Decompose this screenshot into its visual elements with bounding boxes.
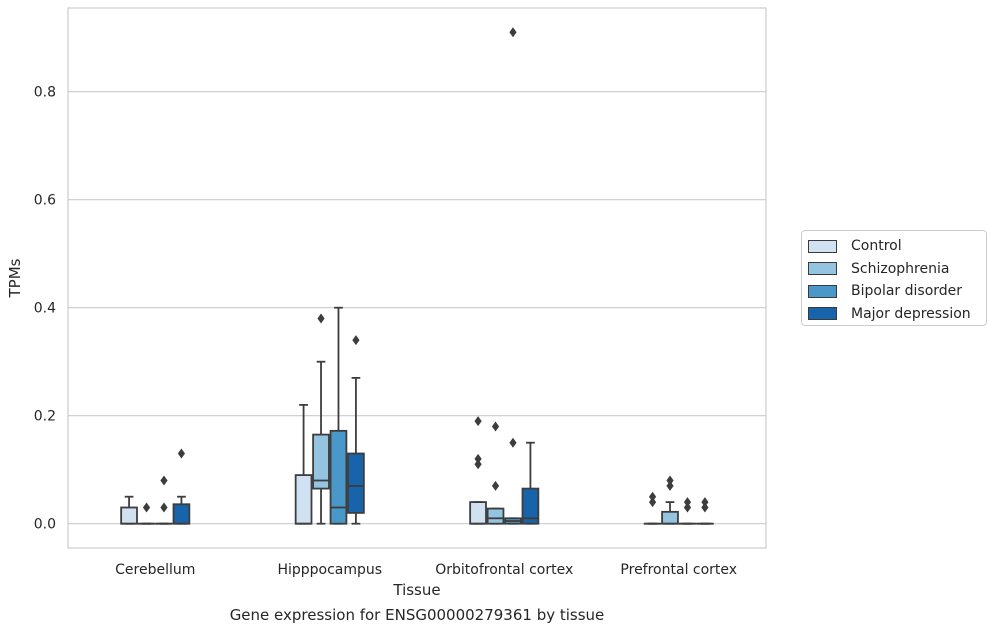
outlier-point [648, 491, 657, 502]
outlier-point [701, 497, 709, 508]
box-body [486, 507, 505, 525]
outlier-point [683, 502, 692, 513]
plot-frame [67, 7, 767, 549]
box-body [172, 503, 191, 525]
box-schizophrenia-cerebellum [137, 502, 156, 525]
y-tick-label: 0.6 [34, 193, 56, 209]
box-control-orbitofrontal-cortex [469, 416, 487, 525]
outlier-point [177, 448, 186, 459]
y-tick-labels: 0.0 0.2 0.4 0.6 0.8 [34, 85, 56, 533]
outlier-point [474, 416, 482, 427]
legend-label-bipolar-disorder: Bipolar disorder [851, 283, 963, 300]
y-tick-label: 0.2 [34, 409, 56, 425]
legend: Control Schizophrenia Bipolar disorder M… [801, 230, 987, 326]
legend-item-major-depression: Major depression [808, 303, 986, 326]
outlier-point [648, 497, 657, 508]
y-gridlines [68, 91, 766, 525]
box-major-depression-cerebellum [172, 448, 191, 525]
box-plot-marks [120, 27, 714, 525]
outlier-point [683, 497, 692, 508]
outlier-point [474, 453, 482, 464]
box-body [294, 474, 313, 525]
box-major-depression-prefrontal-cortex [696, 497, 714, 525]
outlier-point [142, 502, 151, 513]
box-control-prefrontal-cortex [643, 491, 662, 525]
box-schizophrenia-hipppocampus [312, 313, 330, 525]
y-axis-label: TPMs [6, 258, 24, 298]
legend-item-control: Control [808, 235, 986, 258]
legend-swatch-major-depression [808, 307, 837, 321]
box-body [469, 501, 487, 525]
legend-label-major-depression: Major depression [851, 305, 971, 322]
box-body [661, 510, 679, 525]
outlier-point [666, 475, 674, 486]
x-axis-label: Tissue [392, 581, 440, 599]
outlier-point [160, 475, 168, 486]
box-schizophrenia-prefrontal-cortex [661, 475, 679, 525]
y-tick-label: 0.8 [34, 85, 56, 101]
outlier-point [509, 437, 517, 448]
legend-label-schizophrenia: Schizophrenia [851, 260, 950, 277]
outlier-point [701, 502, 709, 513]
legend-swatch-control [808, 239, 837, 253]
legend-item-schizophrenia: Schizophrenia [808, 258, 986, 281]
legend-item-bipolar-disorder: Bipolar disorder [808, 280, 986, 303]
outlier-point [666, 480, 674, 491]
chart-caption: Gene expression for ENSG00000279361 by t… [229, 606, 605, 624]
outlier-point [352, 335, 360, 346]
box-body [312, 433, 330, 490]
box-bipolar-disorder-hipppocampus [329, 306, 348, 525]
legend-swatch-schizophrenia [808, 262, 837, 276]
x-tick-label: Prefrontal cortex [620, 562, 737, 578]
outlier-point [317, 313, 325, 324]
box-schizophrenia-orbitofrontal-cortex [486, 421, 505, 525]
y-tick-label: 0.4 [34, 301, 56, 317]
box-major-depression-hipppocampus [347, 335, 365, 525]
outlier-point [160, 502, 168, 513]
x-tick-label: Orbitofrontal cortex [435, 562, 573, 578]
box-control-cerebellum [120, 495, 138, 525]
legend-label-control: Control [851, 238, 902, 255]
box-body [329, 429, 348, 525]
x-tick-label: Hipppocampus [277, 562, 382, 578]
box-body [347, 452, 365, 514]
box-bipolar-disorder-prefrontal-cortex [678, 497, 697, 525]
box-bipolar-disorder-orbitofrontal-cortex [504, 27, 522, 525]
y-tick-label: 0.0 [34, 517, 56, 533]
box-body [120, 506, 138, 525]
outlier-point [491, 480, 500, 491]
box-bipolar-disorder-cerebellum [155, 475, 173, 525]
x-tick-labels: Cerebellum Hipppocampus Orbitofrontal cort… [115, 562, 737, 578]
outlier-point [491, 421, 500, 432]
outlier-point [474, 459, 482, 470]
box-control-hipppocampus [294, 403, 313, 525]
legend-swatch-bipolar-disorder [808, 284, 837, 298]
x-tick-label: Cerebellum [115, 562, 195, 578]
outlier-point [509, 27, 517, 38]
box-major-depression-orbitofrontal-cortex [521, 441, 540, 525]
box-body [521, 487, 540, 525]
